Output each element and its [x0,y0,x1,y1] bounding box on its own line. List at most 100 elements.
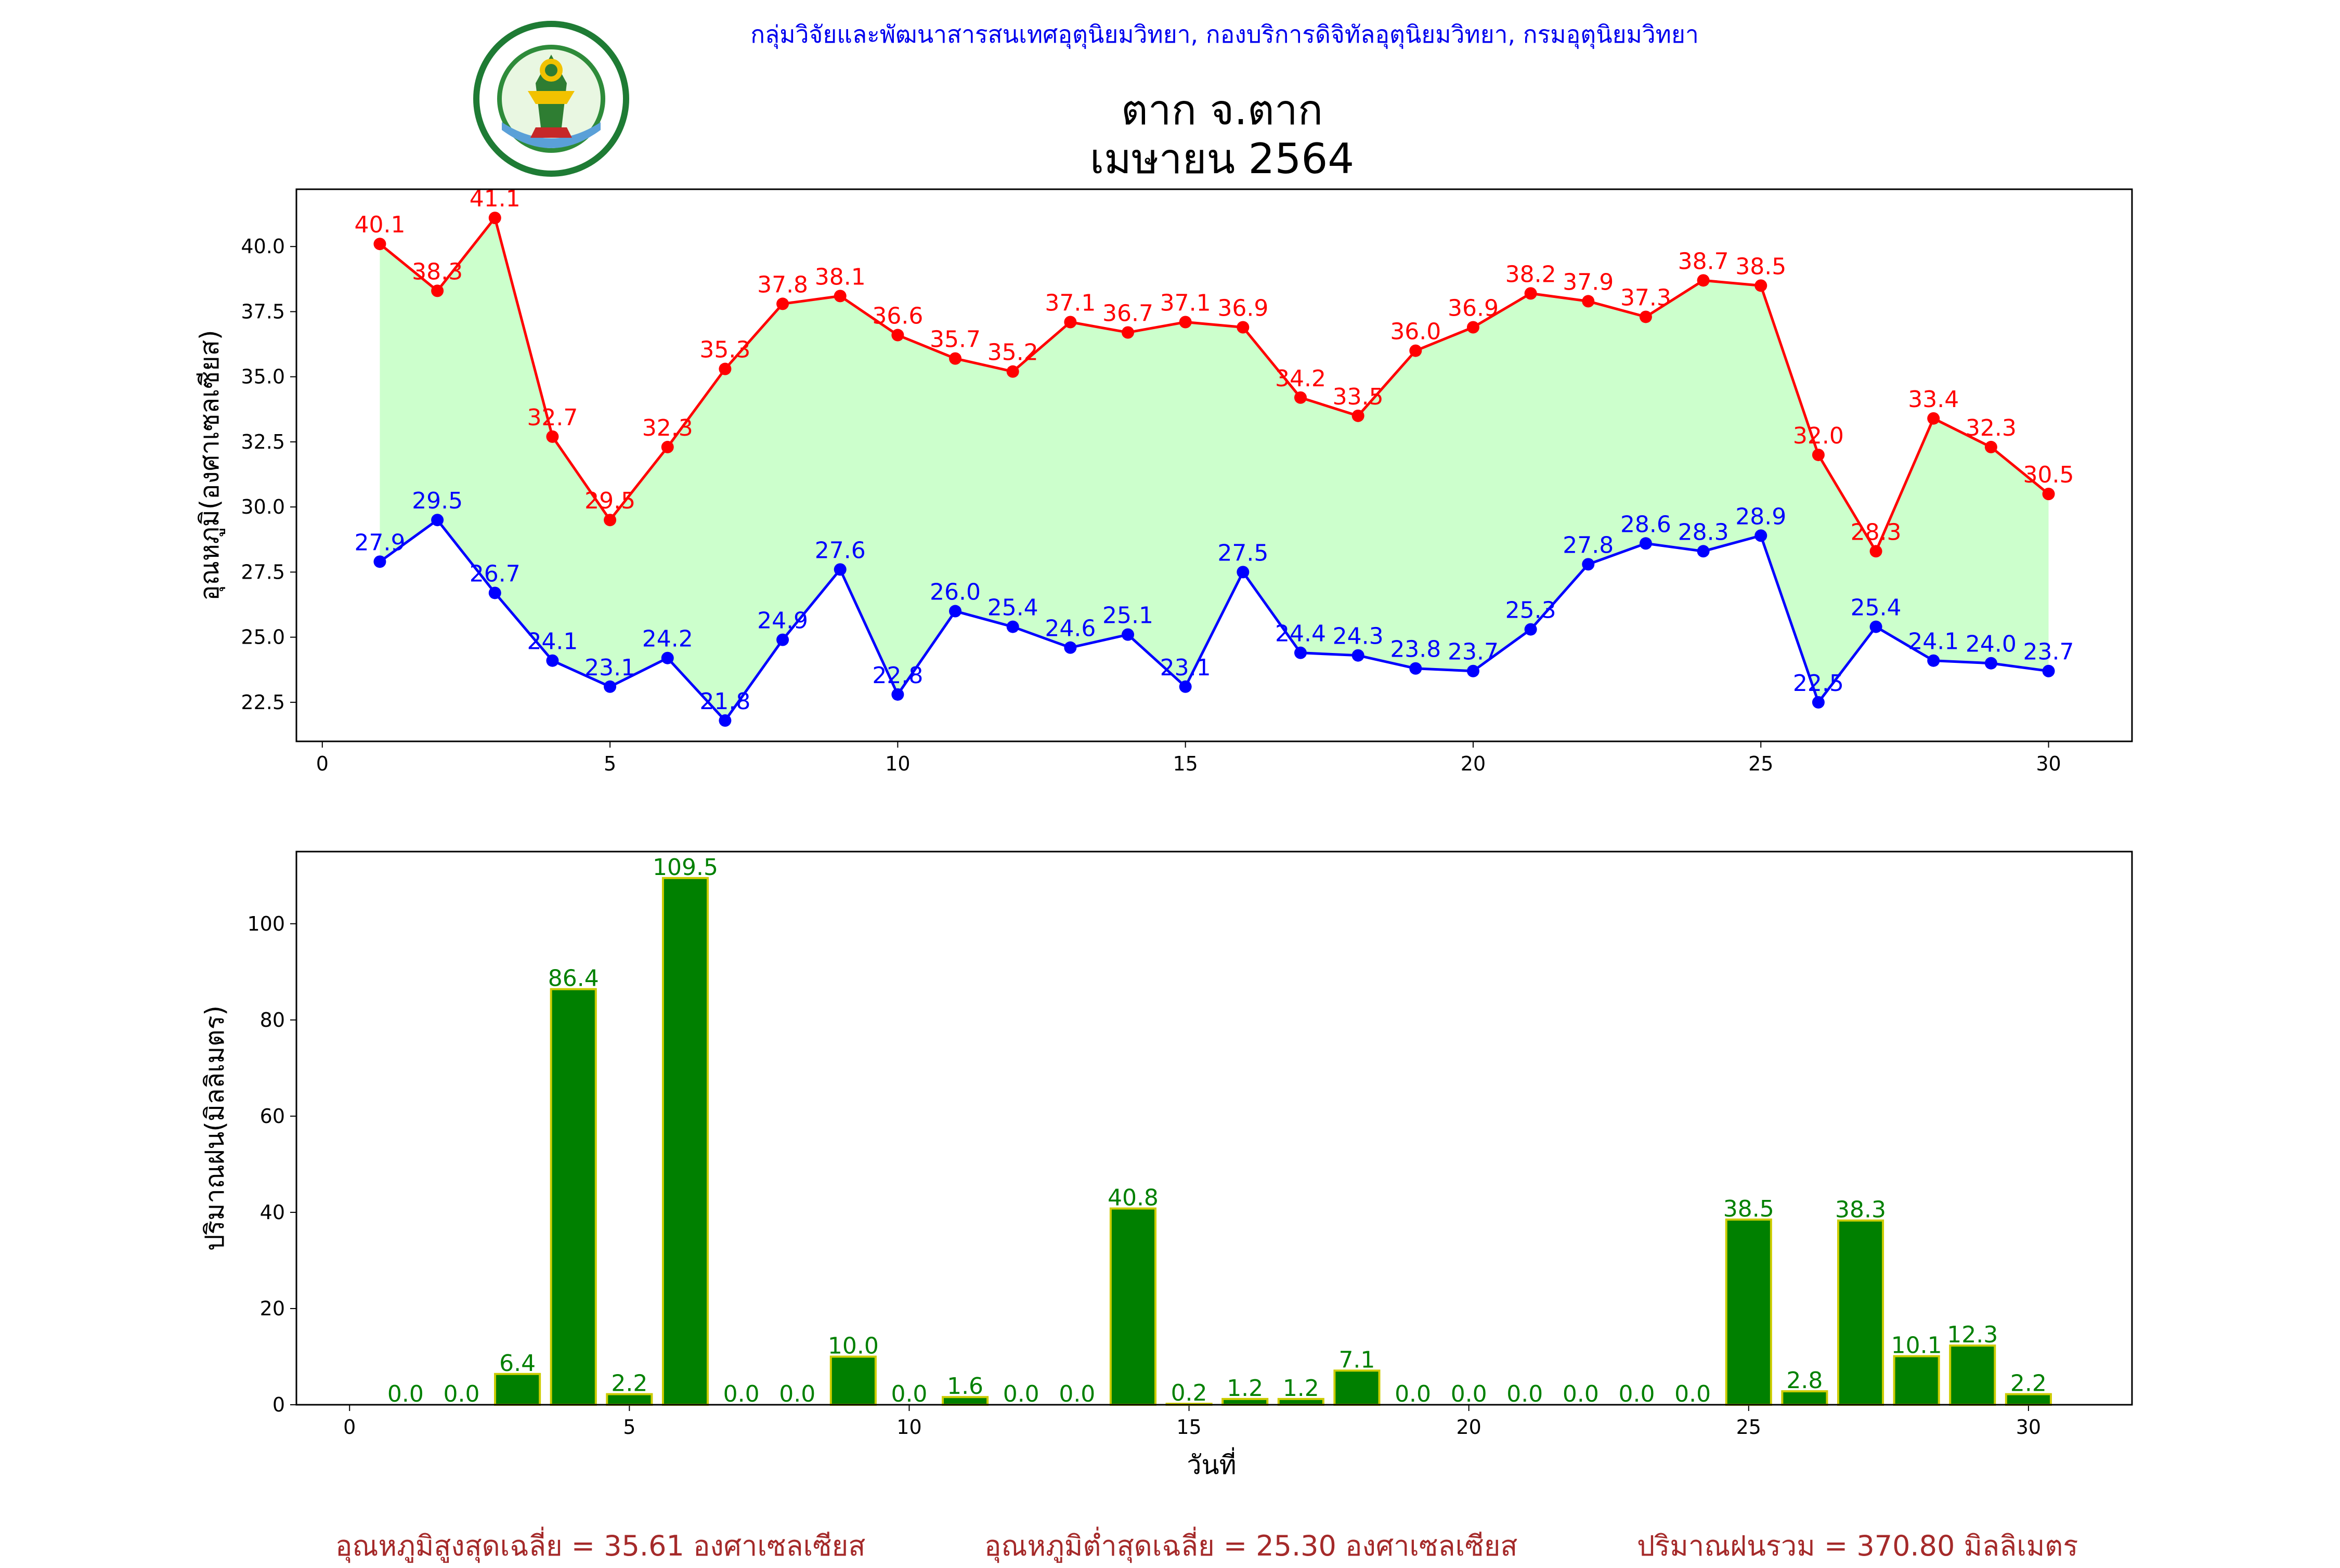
temp-min-point [1064,641,1077,654]
temp-min-label: 24.9 [757,608,808,634]
temp-max-point [1466,321,1479,334]
temp-max-label: 35.2 [987,339,1038,366]
rain-plot-frame [295,851,2133,1406]
temp-max-line [379,215,2050,554]
rain-xtick-label: 5 [623,1416,635,1439]
rain-bar-label: 0.0 [1003,1381,1039,1407]
rain-ytick-label: 0 [272,1393,285,1416]
temp-xtick-label: 30 [2036,752,2061,775]
chart-title: ตาก จ.ตาก เมษายน 2564 [884,86,1560,184]
temp-max-label: 37.1 [1160,290,1211,316]
rain-bar-label: 10.1 [1891,1332,1942,1359]
temp-min-point [1294,646,1307,659]
rain-bar [1781,1390,1828,1406]
temp-plot-frame [295,188,2133,742]
rain-bar-label: 0.0 [1395,1381,1431,1407]
summary-footer: อุณหภูมิสูงสุดเฉลี่ย = 35.61 องศาเซลเซีย… [0,1523,2340,1565]
rain-bar-label: 1.2 [1227,1375,1263,1402]
temp-min-point [1754,529,1767,542]
rain-bar-label: 0.0 [1563,1381,1599,1407]
temp-max-point [1639,310,1652,323]
temp-ylabel: อุณหภูมิ(องศาเซลเซียส) [194,330,225,600]
temp-axes: 0 5 10 15 20 25 30 22.5 25.0 27.5 30.0 32.5 35.0 37.5… [194,186,2133,775]
temp-min-point [1869,620,1882,633]
temp-xtick-label: 15 [1173,752,1198,775]
temp-ytick-label: 35.0 [241,365,285,388]
temp-max-label: 35.7 [930,326,981,353]
rain-bar-label: 0.0 [1506,1381,1543,1407]
rain-bar-label: 0.0 [443,1381,479,1407]
temp-min-label: 24.1 [1908,629,1959,655]
temp-min-label: 25.4 [1851,595,1902,621]
temp-max-label: 30.5 [2023,462,2074,488]
rain-bar-label: 0.0 [387,1381,424,1407]
temp-max-point [431,284,444,297]
rain-ytick-label: 20 [260,1297,285,1320]
rain-bar [1725,1218,1772,1406]
temp-max-point [1754,279,1767,292]
temp-max-point [1812,448,1825,461]
rain-bar-label: 109.5 [653,854,718,881]
temp-max-label: 35.3 [699,337,750,363]
avg-max-temp-summary: อุณหภูมิสูงสุดเฉลี่ย = 35.61 องศาเซลเซีย… [335,1530,866,1562]
temp-max-label: 32.3 [1966,415,2017,441]
temp-min-point [891,688,904,701]
rain-bar-label: 86.4 [548,965,599,992]
rain-bar [1109,1207,1156,1406]
temp-min-label: 28.6 [1620,511,1671,538]
temp-min-point [1812,696,1825,709]
temp-ytick-label: 27.5 [241,560,285,583]
temp-min-label: 28.9 [1735,503,1786,530]
rain-bar-label: 38.5 [1723,1196,1774,1222]
temp-max-point [2042,488,2055,501]
rain-bar [1837,1219,1884,1406]
temp-xtick-label: 25 [1748,752,1773,775]
rain-bar [1949,1344,1996,1406]
temp-min-label: 24.6 [1045,616,1096,642]
rain-xtick-label: 15 [1176,1416,1201,1439]
temp-min-label: 23.1 [1160,655,1211,681]
temp-xtick-label: 5 [604,752,616,775]
temp-min-point [1006,620,1019,633]
temp-min-label: 21.8 [699,688,750,715]
temp-max-label: 37.1 [1045,290,1096,316]
rain-bar-label: 12.3 [1947,1322,1998,1348]
temp-max-label: 37.8 [757,271,808,298]
temp-min-point [2042,664,2055,677]
rain-bar-label: 0.2 [1171,1380,1207,1406]
temp-min-label: 25.1 [1102,603,1153,629]
temp-min-label: 26.0 [930,579,981,606]
temp-min-label: 24.2 [642,626,693,652]
rain-ylabel: ปริมาณฝน(มิลลิเมตร) [200,1005,230,1251]
temp-max-label: 38.1 [815,264,866,290]
temp-min-label: 23.1 [584,655,635,681]
rain-bar-label: 1.2 [1283,1375,1319,1402]
temp-min-point [1179,680,1192,693]
rain-bar-label: 0.0 [723,1381,760,1407]
temp-max-point [1927,412,1940,425]
temp-max-point [1582,295,1595,308]
rain-xlabel: วันที่ [1187,1447,1236,1480]
temp-min-point [1984,657,1997,670]
rain-bar-label: 0.0 [891,1381,927,1407]
temp-min-label: 26.7 [470,560,521,587]
temp-ytick-label: 37.5 [241,300,285,323]
temp-max-label: 33.5 [1333,384,1384,410]
temp-max-label: 36.7 [1102,300,1153,327]
temp-min-point [1639,537,1652,550]
rain-xtick-label: 30 [2016,1416,2041,1439]
temp-min-point [431,514,444,527]
temp-min-point [1582,558,1595,571]
temp-max-point [1524,287,1537,300]
temp-min-label: 22.5 [1793,670,1844,697]
temp-min-label: 27.8 [1563,532,1614,558]
temp-min-label: 25.3 [1505,597,1556,624]
rain-bar-label: 38.3 [1835,1197,1886,1223]
temp-ytick-label: 22.5 [241,691,285,714]
temp-min-point [546,654,559,667]
temp-max-point [1064,316,1077,329]
temp-max-point [1869,545,1882,558]
temp-max-label: 38.5 [1735,253,1786,280]
temp-max-point [891,329,904,342]
